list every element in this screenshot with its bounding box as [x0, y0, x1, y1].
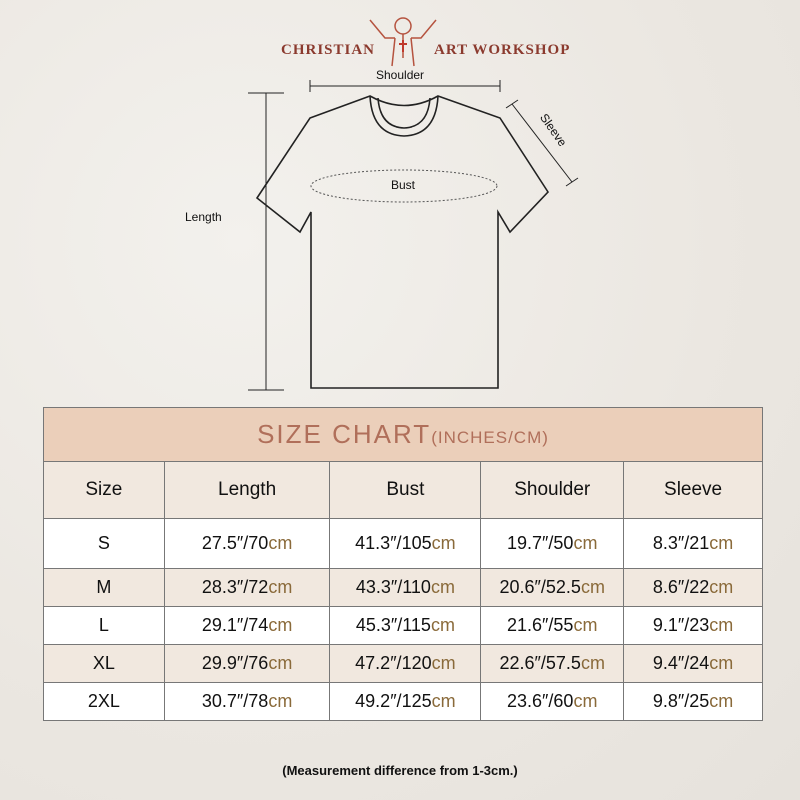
size-chart-title: SIZE CHART(INCHES/CM) [43, 407, 763, 462]
bust-label: Bust [391, 178, 416, 192]
measurement-unit: cm [573, 615, 598, 635]
measurement-value: 9.8″/25 [652, 691, 710, 711]
column-header: Sleeve [623, 461, 763, 519]
measurement-unit: cm [268, 653, 293, 673]
measurement-value: 30.7″/78 [201, 691, 269, 711]
size-cell: 2XL [43, 682, 165, 721]
measurement-cell: 41.3″/105cm [329, 518, 482, 569]
measurement-value: 20.6″/52.5 [499, 577, 581, 597]
measurement-unit: cm [580, 653, 605, 673]
measurement-cell: 9.8″/25cm [623, 682, 763, 721]
measurement-value: 22.6″/57.5 [499, 653, 581, 673]
measurement-unit: cm [268, 533, 293, 553]
size-cell: L [43, 606, 165, 645]
measurement-unit: cm [431, 533, 456, 553]
column-header: Size [43, 461, 165, 519]
measurement-cell: 8.3″/21cm [623, 518, 763, 569]
brand-name-right: ART WORKSHOP [434, 42, 571, 58]
measurement-value: 43.3″/110 [355, 577, 431, 597]
measurement-unit: cm [580, 577, 605, 597]
measurement-value: 28.3″/72 [201, 577, 269, 597]
measurement-cell: 27.5″/70cm [163, 518, 331, 569]
measurement-cell: 29.1″/74cm [163, 606, 331, 645]
table-row: XL 29.9″/76cm 47.2″/120cm 22.6″/57.5cm 9.4″/… [43, 644, 763, 683]
measurement-cell: 30.7″/78cm [163, 682, 331, 721]
column-header: Length [163, 461, 331, 519]
measurement-value: 47.2″/120 [355, 653, 432, 673]
column-header: Bust [329, 461, 482, 519]
measurement-value: 9.1″/23 [652, 615, 710, 635]
measurement-value: 19.7″/50 [507, 533, 574, 553]
measurement-value: 29.9″/76 [201, 653, 269, 673]
measurement-value: 21.6″/55 [507, 615, 574, 635]
length-label: Length [185, 210, 222, 224]
measurement-cell: 9.1″/23cm [623, 606, 763, 645]
measurement-value: 23.6″/60 [507, 691, 574, 711]
measurement-cell: 19.7″/50cm [480, 518, 625, 569]
measurement-note: (Measurement difference from 1-3cm.) [282, 763, 518, 778]
measurement-cell: 8.6″/22cm [623, 568, 763, 607]
measurement-value: 29.1″/74 [201, 615, 269, 635]
measurement-unit: cm [709, 577, 734, 597]
brand-name-left: CHRISTIAN [281, 42, 376, 58]
measurement-cell: 29.9″/76cm [163, 644, 331, 683]
measurement-cell: 28.3″/72cm [163, 568, 331, 607]
measurement-unit: cm [430, 577, 455, 597]
measurement-value: 45.3″/115 [355, 615, 431, 635]
measurement-unit: cm [268, 691, 293, 711]
table-row: L 29.1″/74cm 45.3″/115cm 21.6″/55cm 9.1″/23c… [43, 606, 763, 645]
measurement-unit: cm [573, 691, 598, 711]
shoulder-label: Shoulder [376, 68, 425, 82]
measurement-cell: 22.6″/57.5cm [480, 644, 625, 683]
table-row: M 28.3″/72cm 43.3″/110cm 20.6″/52.5cm 8.6″/2… [43, 568, 763, 607]
size-chart-table: SIZE CHART(INCHES/CM) Size Length Bust Shou… [43, 407, 763, 721]
table-row: S 27.5″/70cm 41.3″/105cm 19.7″/50cm 8.3″/21c… [43, 518, 763, 569]
measurement-cell: 20.6″/52.5cm [480, 568, 625, 607]
measurement-unit: cm [709, 615, 734, 635]
measurement-cell: 9.4″/24cm [623, 644, 763, 683]
measurement-value: 8.6″/22 [652, 577, 710, 597]
measurement-unit: cm [709, 691, 734, 711]
measurement-value: 8.3″/21 [652, 533, 710, 553]
tshirt-diagram [248, 80, 579, 391]
column-header: Shoulder [480, 461, 625, 519]
measurement-value: 41.3″/105 [355, 533, 432, 553]
measurement-cell: 45.3″/115cm [329, 606, 482, 645]
measurement-cell: 49.2″/125cm [329, 682, 482, 721]
measurement-unit: cm [709, 533, 734, 553]
size-cell: M [43, 568, 165, 607]
measurement-cell: 21.6″/55cm [480, 606, 625, 645]
table-row: 2XL 30.7″/78cm 49.2″/125cm 23.6″/60cm 9.8″/2… [43, 682, 763, 721]
measurement-unit: cm [431, 691, 456, 711]
size-cell: XL [43, 644, 165, 683]
size-cell: S [43, 518, 165, 569]
measurement-unit: cm [709, 653, 734, 673]
measurement-value: 49.2″/125 [355, 691, 432, 711]
measurement-unit: cm [431, 653, 456, 673]
measurement-unit: cm [268, 615, 293, 635]
brand-logo-icon [369, 17, 437, 67]
measurement-value: 27.5″/70 [201, 533, 269, 553]
measurement-cell: 43.3″/110cm [329, 568, 482, 607]
measurement-unit: cm [573, 533, 598, 553]
measurement-cell: 47.2″/120cm [329, 644, 482, 683]
measurement-unit: cm [268, 577, 293, 597]
measurement-value: 9.4″/24 [652, 653, 710, 673]
measurement-unit: cm [430, 615, 455, 635]
measurement-cell: 23.6″/60cm [480, 682, 625, 721]
